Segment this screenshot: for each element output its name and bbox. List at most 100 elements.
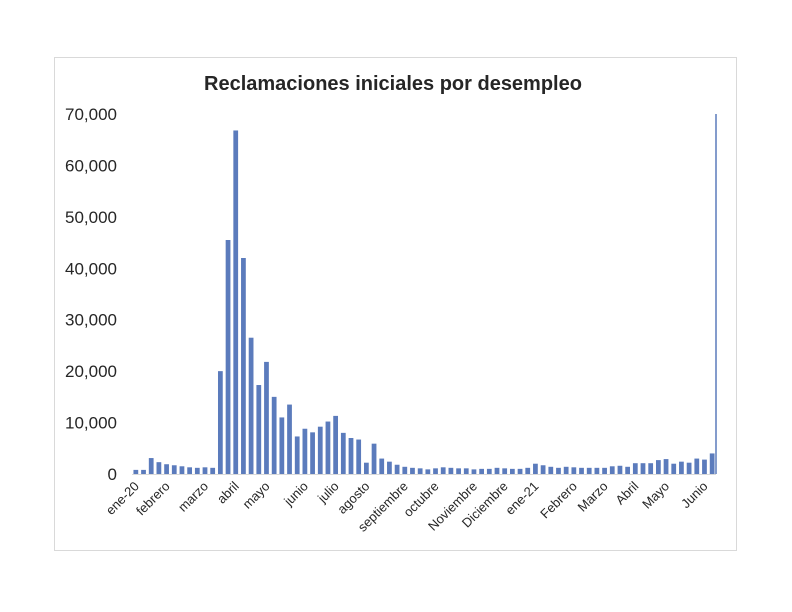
x-tick-label: ene-21 <box>502 479 541 518</box>
x-tick-label: Marzo <box>575 479 611 515</box>
y-tick-label: 70,000 <box>65 105 117 124</box>
bar <box>233 130 239 474</box>
bar <box>625 466 631 474</box>
bar <box>302 428 308 474</box>
bar <box>471 469 477 474</box>
bar <box>609 466 615 474</box>
bar <box>264 361 269 474</box>
bar <box>348 438 354 474</box>
bar <box>325 421 331 474</box>
y-tick-label: 30,000 <box>65 311 117 330</box>
bar <box>187 467 193 474</box>
bar <box>310 432 315 474</box>
bar <box>440 467 446 474</box>
bar <box>494 467 500 474</box>
bar <box>533 463 538 474</box>
x-tick-label: marzo <box>175 479 211 515</box>
bar <box>694 458 700 474</box>
x-tick-label: Febrero <box>537 479 580 522</box>
bar <box>379 458 385 474</box>
x-tick-label: Abril <box>612 478 641 507</box>
bar <box>294 436 300 474</box>
bar <box>387 461 392 474</box>
bar <box>402 466 408 474</box>
bar <box>317 426 323 474</box>
bar <box>133 469 139 474</box>
bar <box>394 464 400 474</box>
bar <box>517 468 523 474</box>
bar <box>164 464 169 474</box>
y-tick-label: 60,000 <box>65 156 117 175</box>
bar <box>463 468 469 474</box>
x-tick-label: abril <box>214 478 242 506</box>
chart-title: Reclamaciones iniciales por desempleo <box>204 73 582 95</box>
bar <box>241 258 246 474</box>
bar <box>210 467 216 474</box>
bar <box>479 468 485 474</box>
bar <box>256 385 262 474</box>
bar <box>579 467 584 474</box>
bar <box>709 453 715 474</box>
x-tick-label: junio <box>280 479 311 510</box>
bar <box>410 467 415 474</box>
bar <box>279 417 285 474</box>
bar <box>356 439 362 474</box>
bar <box>648 463 654 474</box>
bar <box>148 458 154 474</box>
bar <box>571 467 577 474</box>
bar <box>563 466 569 474</box>
bar <box>333 415 339 474</box>
bar <box>156 462 162 474</box>
bar <box>417 468 423 474</box>
y-tick-label: 40,000 <box>65 259 117 278</box>
y-tick-label: 0 <box>108 465 117 484</box>
y-tick-label: 10,000 <box>65 414 117 433</box>
y-tick-label: 50,000 <box>65 208 117 227</box>
bar <box>640 463 646 474</box>
bar <box>617 465 623 474</box>
x-tick-label: Junio <box>678 479 711 512</box>
bar <box>225 240 231 474</box>
bar <box>632 463 638 474</box>
bar <box>686 462 692 474</box>
bar <box>433 468 438 474</box>
bar <box>655 460 661 474</box>
bars <box>133 114 717 474</box>
bar <box>679 461 684 474</box>
bar <box>548 466 554 474</box>
bar <box>425 469 431 474</box>
bar <box>556 467 561 474</box>
x-tick-label: febrero <box>133 479 173 519</box>
bar <box>602 467 607 474</box>
x-tick-label: Mayo <box>639 479 672 512</box>
bar <box>671 463 677 474</box>
bar <box>663 459 669 474</box>
y-axis: 0 10,000 20,000 30,000 40,000 50,000 60,000 70,… <box>65 105 117 484</box>
bar <box>540 465 546 474</box>
bar <box>702 459 707 474</box>
bar <box>594 467 600 474</box>
bar <box>371 443 377 474</box>
bar <box>287 404 292 474</box>
bar <box>525 467 531 474</box>
bar <box>448 467 454 474</box>
bar <box>502 468 508 474</box>
x-tick-label: mayo <box>240 479 273 512</box>
bar <box>509 468 515 474</box>
bar <box>456 468 461 474</box>
bar <box>248 337 254 474</box>
y-tick-label: 20,000 <box>65 362 117 381</box>
bar <box>202 467 208 474</box>
bar <box>340 432 346 474</box>
bar <box>271 396 277 474</box>
bar <box>171 465 177 474</box>
bar <box>217 371 223 474</box>
bar <box>363 462 369 474</box>
bar <box>486 468 492 474</box>
bar <box>141 469 146 474</box>
bar <box>194 467 200 474</box>
bar <box>179 466 185 474</box>
bar <box>586 467 592 474</box>
